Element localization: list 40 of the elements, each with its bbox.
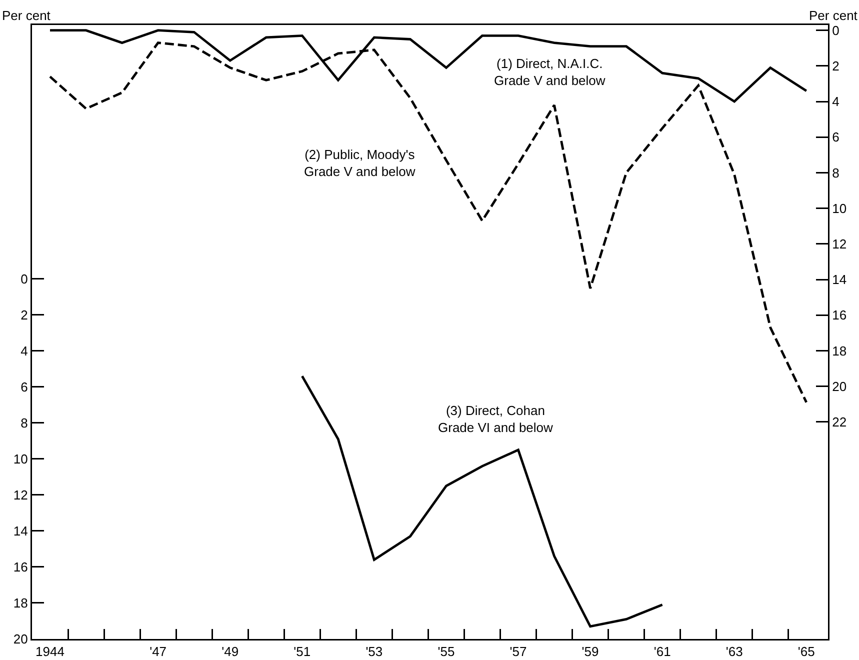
y2-tick-label: 8 — [832, 165, 840, 180]
y-tick-label: 0 — [20, 271, 28, 286]
y-tick-label: 2 — [20, 307, 28, 322]
y2-tick-label: 10 — [832, 200, 847, 216]
y-tick-label: 20 — [13, 632, 28, 647]
y-tick-label: 14 — [13, 524, 28, 539]
y-axis-title: Per cent — [2, 8, 51, 23]
y2-tick-label: 20 — [832, 378, 847, 394]
y2-tick-label: 22 — [832, 414, 847, 430]
x-tick-label: '57 — [510, 644, 527, 660]
x-tick-label: '55 — [438, 644, 455, 660]
x-tick-label: '47 — [150, 644, 167, 660]
y2-tick-label: 6 — [832, 130, 840, 145]
y-tick-label: 12 — [13, 488, 28, 502]
line-series — [300, 374, 664, 628]
x-tick-label: '61 — [654, 644, 671, 660]
x-tick-label: '63 — [726, 644, 743, 660]
y-tick-label: 8 — [20, 415, 28, 430]
x-tick-label: '53 — [366, 644, 383, 660]
y2-tick-label: 2 — [832, 58, 840, 74]
y-tick-label: 16 — [13, 560, 28, 575]
y-tick-label: 6 — [20, 379, 28, 394]
y-tick-label: 10 — [13, 451, 28, 466]
y2-tick-label: 12 — [832, 236, 847, 252]
series-label: (2) Public, Moody's Grade V and below — [304, 147, 416, 179]
y2-tick-label: 14 — [832, 272, 847, 288]
text: (3) Direct, Cohan Grade VI and below — [438, 403, 554, 435]
y2-tick-label: 4 — [832, 94, 840, 110]
x-tick-label: 1944 — [36, 644, 64, 660]
x-tick-label: '65 — [798, 644, 815, 660]
series-label: (1) Direct, N.A.I.C. Grade V and below — [494, 56, 606, 88]
x-tick-label: '49 — [222, 644, 239, 660]
x-tick-label: '59 — [582, 644, 599, 660]
y2-tick-label: 0 — [832, 22, 840, 38]
y-tick-label: 4 — [20, 343, 28, 358]
y2-axis-title: Per cent — [809, 8, 858, 23]
y2-tick-label: 18 — [832, 343, 847, 358]
y2-tick-label: 16 — [832, 308, 847, 323]
y-tick-label: 18 — [13, 596, 28, 611]
x-tick-label: '51 — [294, 644, 311, 660]
